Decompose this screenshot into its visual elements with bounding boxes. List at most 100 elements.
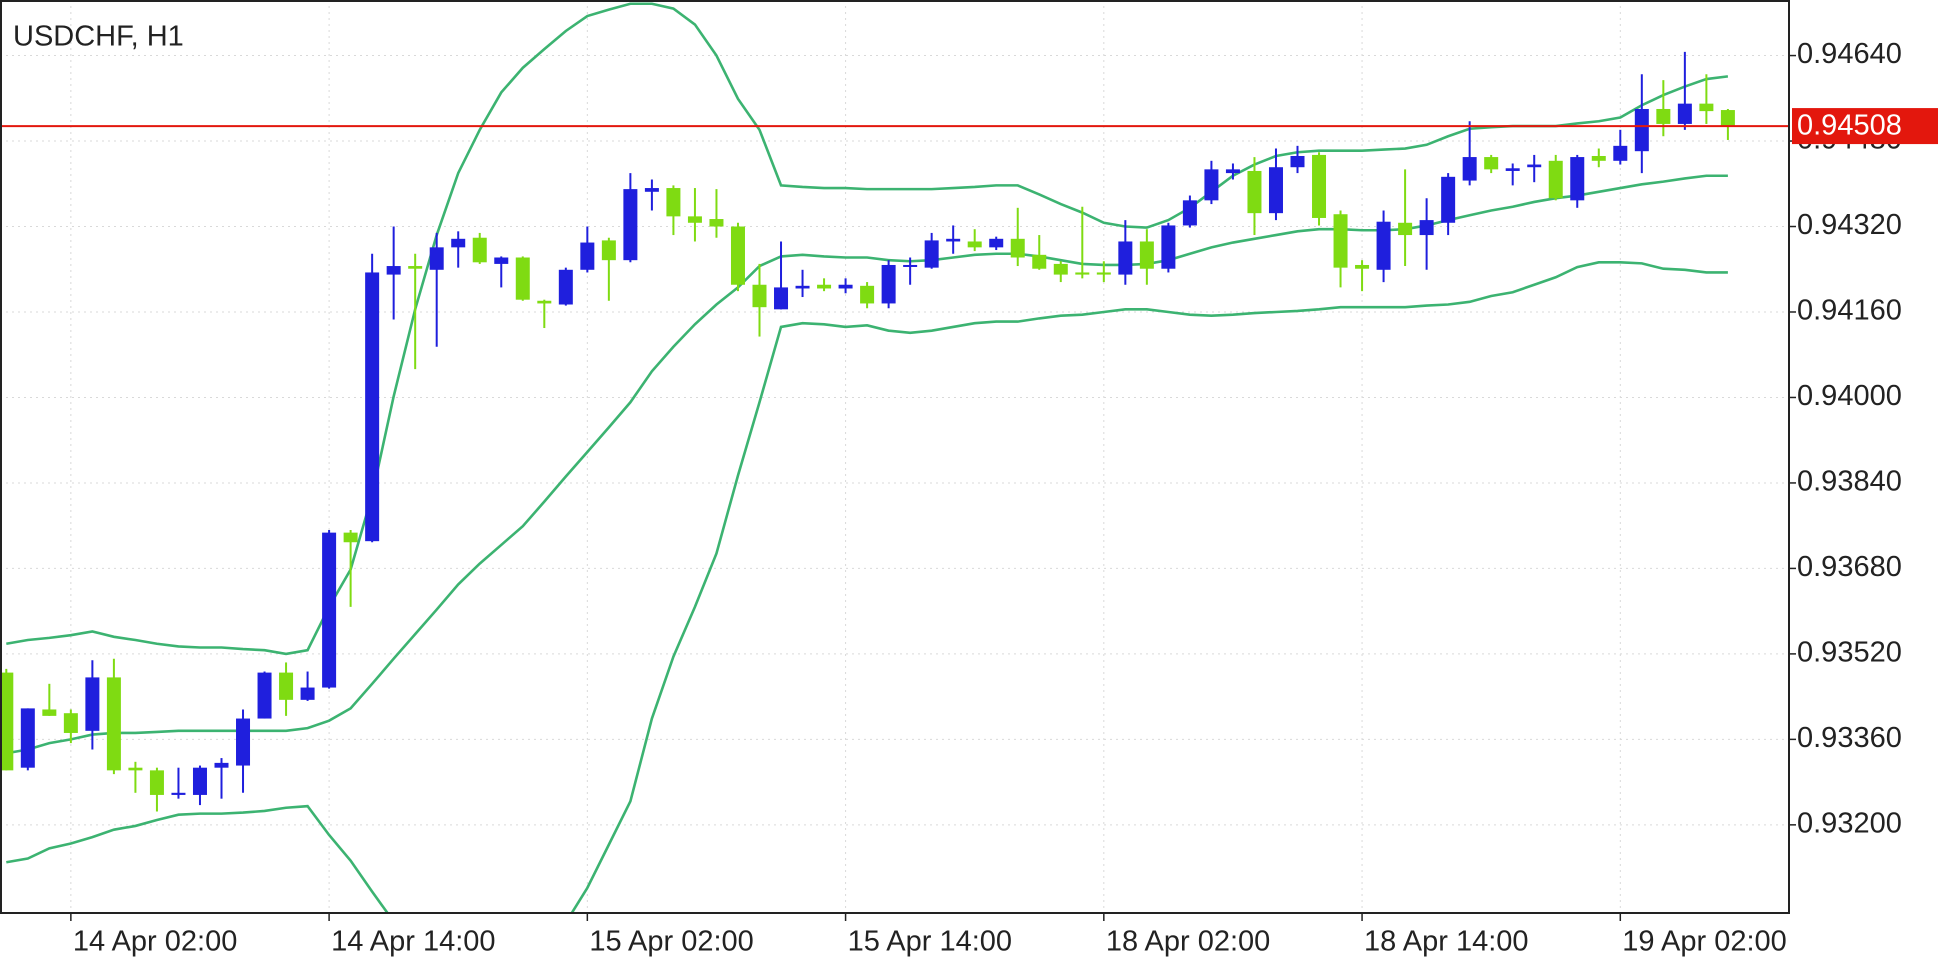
candle-body	[1699, 103, 1714, 112]
candle-body	[1441, 176, 1456, 223]
candle-body	[537, 300, 552, 304]
candle-body	[408, 266, 423, 269]
candle-body	[1634, 108, 1649, 152]
plot-frame	[0, 0, 1790, 914]
candle-body	[1312, 154, 1327, 218]
candle-body	[601, 240, 616, 261]
y-tick-label: 0.94000	[1797, 380, 1902, 412]
candle-body	[644, 188, 659, 192]
candle-body	[580, 242, 595, 270]
y-tick-label: 0.93520	[1797, 637, 1902, 669]
x-tick-label: 18 Apr 14:00	[1364, 926, 1528, 958]
candle-body	[774, 287, 789, 310]
candle-body	[128, 767, 143, 771]
candle-body	[214, 762, 229, 768]
candle-body	[838, 284, 853, 289]
candle-body	[881, 264, 896, 304]
candle-body	[236, 718, 251, 766]
candle-body	[386, 266, 401, 275]
plot-area	[1, 2, 1789, 913]
candle-body	[171, 792, 186, 795]
candle-body	[860, 285, 875, 304]
x-tick-label: 14 Apr 14:00	[331, 926, 495, 958]
x-tick-label: 14 Apr 02:00	[73, 926, 237, 958]
candle-body	[1010, 238, 1025, 258]
candle-body	[924, 240, 939, 268]
candle-body	[42, 709, 57, 716]
candle-body	[1290, 155, 1305, 168]
candle-body	[1204, 169, 1219, 201]
candle-body	[1225, 169, 1240, 174]
candle-body	[817, 284, 832, 289]
candle-body	[1591, 155, 1606, 161]
grid	[0, 0, 1789, 913]
candle-body	[1, 672, 14, 771]
candle-body	[989, 238, 1004, 248]
candle-body	[1075, 272, 1090, 275]
candle-body	[1139, 241, 1154, 269]
candle-body	[106, 677, 121, 771]
candle-body	[149, 770, 164, 795]
candle-body	[1182, 200, 1197, 226]
axes: 0.946400.944800.943200.941600.940000.938…	[70, 38, 1938, 958]
x-tick-label: 15 Apr 02:00	[589, 926, 753, 958]
candle-body	[343, 532, 358, 543]
chart-title: USDCHF, H1	[13, 21, 184, 53]
candle-body	[1677, 103, 1692, 124]
candle-body	[300, 687, 315, 700]
candle-body	[903, 264, 918, 267]
candle-body	[1161, 225, 1176, 269]
candle-body	[1505, 168, 1520, 171]
candle-body	[472, 237, 487, 263]
y-tick-label: 0.93840	[1797, 466, 1902, 498]
y-tick-label: 0.94320	[1797, 209, 1902, 241]
candle-body	[1247, 170, 1262, 214]
candle-body	[494, 257, 509, 264]
y-tick-label: 0.93360	[1797, 722, 1902, 754]
candle-body	[946, 238, 961, 242]
candle-body	[730, 226, 745, 285]
candle-body	[1376, 221, 1391, 270]
y-tick-label: 0.94640	[1797, 38, 1902, 70]
candle-body	[1570, 157, 1585, 201]
candle-body	[623, 189, 638, 261]
band-line	[6, 174, 1728, 755]
x-tick-label: 18 Apr 02:00	[1106, 926, 1270, 958]
y-tick-label: 0.94160	[1797, 295, 1902, 327]
candle-body	[558, 269, 573, 305]
candle-body	[1268, 167, 1283, 214]
candle-body	[257, 672, 272, 719]
candle-body	[1419, 220, 1434, 236]
candle-body	[795, 285, 810, 289]
candle-body	[1053, 263, 1068, 275]
candle-body	[192, 767, 207, 795]
candle-body	[1355, 264, 1370, 269]
candle-body	[1613, 145, 1628, 161]
candle-body	[666, 188, 681, 217]
y-tick-label: 0.93680	[1797, 551, 1902, 583]
candle-body	[1118, 241, 1133, 275]
current-price-label: 0.94508	[1797, 110, 1902, 142]
candle-body	[1333, 214, 1348, 268]
candle-body	[1032, 254, 1047, 269]
candle-body	[279, 672, 294, 700]
candle-body	[365, 272, 380, 542]
candle-body	[687, 216, 702, 223]
x-tick-label: 19 Apr 02:00	[1622, 926, 1786, 958]
y-tick-label: 0.93200	[1797, 808, 1902, 840]
candle-body	[322, 532, 337, 688]
candle-body	[1720, 110, 1735, 127]
candle-body	[967, 241, 982, 248]
candle-body	[1096, 272, 1111, 275]
current-price-box	[1792, 108, 1938, 145]
candle-body	[63, 713, 78, 733]
x-tick-label: 15 Apr 14:00	[848, 926, 1012, 958]
candle-body	[1398, 222, 1413, 236]
candle-body	[1656, 108, 1671, 124]
candle-body	[709, 219, 724, 227]
band-line	[6, 2, 1729, 656]
candle-body	[1484, 157, 1499, 170]
